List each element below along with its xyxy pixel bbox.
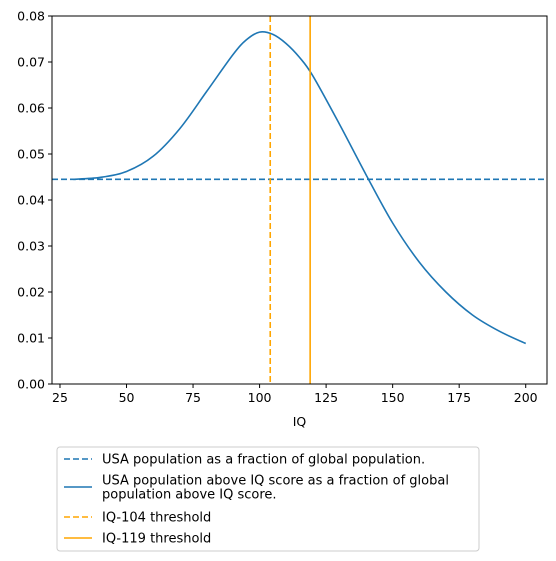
x-tick-label: 75	[185, 390, 201, 405]
legend-entry-text: USA population above IQ score as a fract…	[102, 474, 449, 489]
y-tick-label: 0.08	[17, 9, 45, 24]
y-tick-label: 0.02	[17, 285, 45, 300]
x-tick-label: 200	[514, 390, 538, 405]
x-tick-label: 50	[119, 390, 135, 405]
plot-area	[52, 16, 547, 384]
legend-entry-text: USA population as a fraction of global p…	[102, 453, 425, 468]
y-tick-label: 0.05	[17, 147, 45, 162]
y-tick-label: 0.03	[17, 239, 45, 254]
legend-entry-text: population above IQ score.	[102, 488, 277, 503]
series-curve	[73, 32, 525, 344]
x-tick-label: 100	[248, 390, 272, 405]
y-tick-label: 0.01	[17, 331, 45, 346]
y-tick-label: 0.06	[17, 101, 45, 116]
x-tick-label: 25	[52, 390, 68, 405]
axes-frame	[52, 16, 547, 384]
y-tick-label: 0.00	[17, 377, 45, 392]
x-tick-label: 125	[314, 390, 338, 405]
x-tick-label: 150	[381, 390, 405, 405]
axes: 25 50 75 100 125 150 175 200 0.00 0.01 0.02 0.03 0.0…	[17, 9, 547, 406]
series-group	[52, 16, 547, 384]
legend-entry-text: IQ-104 threshold	[102, 511, 211, 526]
y-tick-label: 0.07	[17, 55, 45, 70]
x-tick-label: 175	[447, 390, 471, 405]
y-tick-label: 0.04	[17, 193, 45, 208]
x-axis-label: IQ	[293, 414, 307, 429]
legend-entry-text: IQ-119 threshold	[102, 532, 211, 547]
legend: USA population as a fraction of global p…	[57, 447, 479, 551]
